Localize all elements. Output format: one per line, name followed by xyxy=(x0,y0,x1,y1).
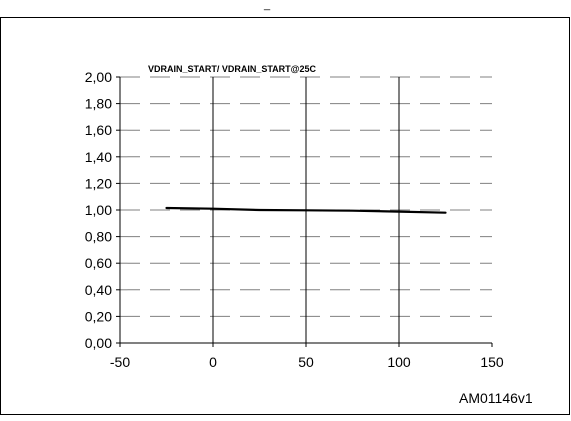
x-tick-label-4: 150 xyxy=(480,354,504,370)
series-layer xyxy=(165,206,447,214)
y-tick-label-3: 0,60 xyxy=(85,255,112,271)
y-tick-label-9: 1,80 xyxy=(85,96,112,112)
y-tick-label-1: 0,20 xyxy=(85,308,112,324)
x-tick-label-3: 100 xyxy=(387,354,411,370)
label-layer: 0,00 0,20 0,40 0,60 0,80 1,00 1,20 1,40 1,60 1,80… xyxy=(85,69,504,370)
y-tick-label-0: 0,00 xyxy=(85,335,112,351)
y-tick-label-2: 0,40 xyxy=(85,282,112,298)
chart-border xyxy=(0,17,570,415)
y-tick-label-6: 1,20 xyxy=(85,175,112,191)
x-tick-label-2: 50 xyxy=(298,354,314,370)
y-tick-label-10: 2,00 xyxy=(85,69,112,85)
grid-layer xyxy=(120,76,492,343)
y-tick-label-7: 1,40 xyxy=(85,149,112,165)
header-fragment: _ xyxy=(263,0,271,11)
chart-title: VDRAIN_START/ VDRAIN_START@25C xyxy=(148,64,316,74)
x-tick-label-1: 0 xyxy=(209,354,217,370)
y-tick-label-5: 1,00 xyxy=(85,202,112,218)
figure-code: AM01146v1 xyxy=(459,390,533,406)
y-tick-label-8: 1,60 xyxy=(85,122,112,138)
axis-layer xyxy=(116,76,493,347)
series-line-0 xyxy=(165,206,447,214)
x-tick-label-0: -50 xyxy=(110,354,130,370)
y-tick-label-4: 0,80 xyxy=(85,229,112,245)
